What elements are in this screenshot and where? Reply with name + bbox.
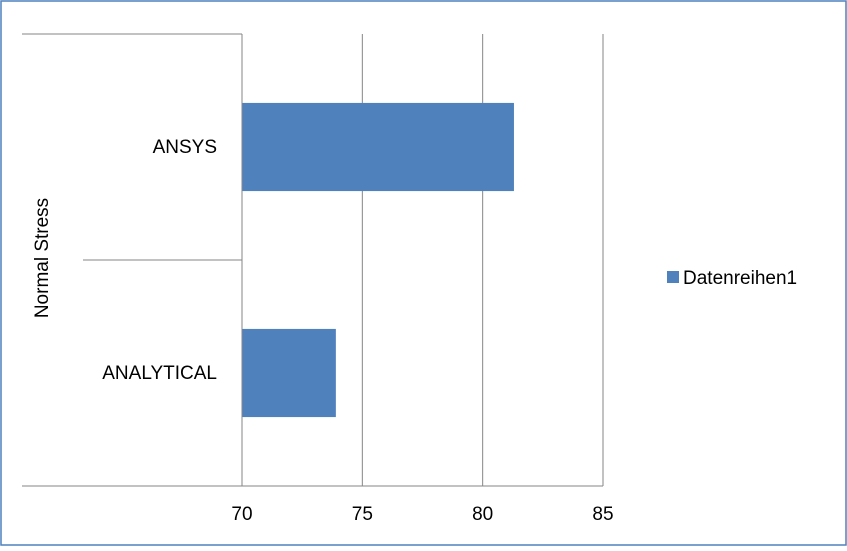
category-label: ANSYS: [153, 137, 217, 158]
x-tick-label: 85: [592, 504, 613, 525]
x-tick-label: 80: [472, 504, 493, 525]
legend-swatch: [667, 271, 679, 283]
x-tick-label: 70: [231, 504, 252, 525]
x-tick-label: 75: [352, 504, 373, 525]
category-label: ANALYTICAL: [102, 363, 217, 384]
bar: [242, 102, 514, 192]
bar: [242, 328, 336, 418]
legend-label: Datenreihen1: [683, 268, 797, 289]
y-axis-title: Normal Stress: [32, 198, 53, 318]
